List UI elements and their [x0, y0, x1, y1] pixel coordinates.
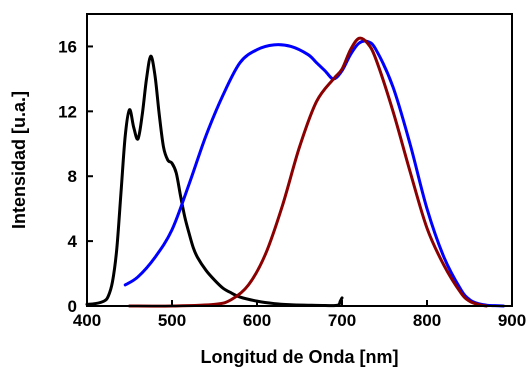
series-line-3 — [128, 36, 488, 308]
x-tick-label: 600 — [243, 311, 271, 330]
x-tick-label: 400 — [73, 311, 101, 330]
x-axis-title: Longitud de Onda [nm] — [201, 347, 399, 367]
y-tick-label: 8 — [68, 167, 77, 186]
y-tick-label: 16 — [58, 37, 77, 56]
label-layer: 400 500 600 700 800 900 0 4 8 12 16 — [58, 37, 526, 330]
series-layer — [85, 36, 505, 308]
y-tick-label: 0 — [68, 297, 77, 316]
y-axis-title: Intensidad [u.a.] — [9, 91, 29, 229]
y-tick-label: 4 — [68, 232, 78, 251]
x-tick-label: 900 — [498, 311, 526, 330]
series-line-1 — [85, 54, 344, 308]
y-tick-label: 12 — [58, 102, 77, 121]
x-tick-label: 700 — [328, 311, 356, 330]
x-tick-label: 500 — [158, 311, 186, 330]
series-line-2 — [123, 39, 505, 308]
plot-frame — [86, 13, 513, 307]
tick-layer — [86, 45, 513, 307]
x-tick-label: 800 — [413, 311, 441, 330]
